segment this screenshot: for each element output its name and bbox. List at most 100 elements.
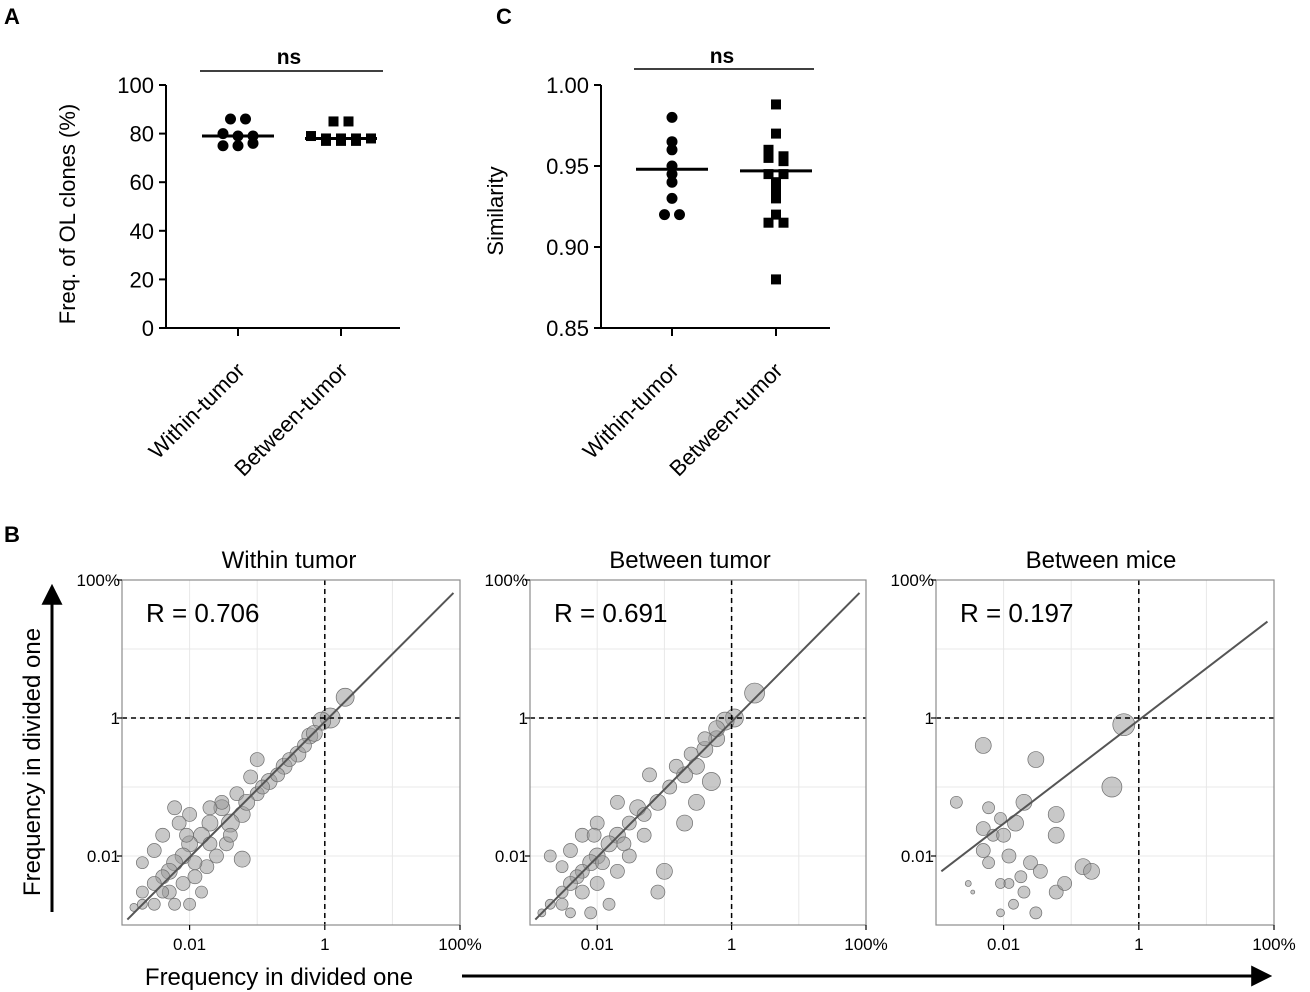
bubble-point	[202, 836, 218, 852]
panel-b-between-tumor-plot: Between tumor R = 0.691 0.01 1 100% 0.01 1 100%	[485, 547, 888, 954]
bubble-point	[642, 767, 657, 783]
bubble-point	[238, 793, 256, 811]
bubble-point	[589, 815, 605, 831]
data-point-circle	[666, 168, 678, 180]
panel-a-y-ticks: 0 20 40 60 80 100	[117, 73, 166, 341]
bubble-point	[175, 876, 191, 891]
bubble-point	[563, 843, 578, 858]
fit-line	[940, 620, 1269, 873]
x-tick-label: 100%	[438, 935, 481, 954]
data-point-square	[328, 116, 339, 127]
panel-letter-c: C	[496, 4, 512, 29]
data-point-square	[763, 144, 774, 155]
bubble-point	[182, 807, 197, 822]
bubble-point	[543, 849, 557, 863]
bubble-point	[602, 897, 616, 911]
y-tick-label: 1	[111, 709, 120, 728]
bubble-point	[964, 880, 972, 887]
bubble-point	[168, 897, 181, 911]
correlation-label: R = 0.197	[960, 598, 1073, 628]
data-point-circle	[666, 160, 678, 172]
data-point-circle	[666, 144, 678, 156]
bubble-point	[209, 848, 224, 864]
bubble-point	[697, 731, 713, 747]
panel-c-y-ticks: 0.85 0.90 0.95 1.00	[546, 73, 601, 341]
bubble-point	[1027, 751, 1045, 768]
bubble-point	[982, 801, 995, 815]
data-point-square	[763, 217, 774, 228]
bubble-point	[1001, 848, 1017, 864]
bubble-point	[574, 884, 590, 900]
y-tick-label: 0	[142, 316, 154, 341]
plot-frame	[529, 579, 867, 926]
x-tick-label: 0.01	[173, 935, 206, 954]
data-point-square	[771, 99, 781, 110]
bubble-point	[1007, 814, 1024, 832]
data-point-square	[336, 135, 346, 146]
data-point-square	[343, 116, 354, 127]
data-point-square	[321, 135, 331, 146]
bubble-point	[1033, 863, 1048, 879]
subplot-title: Between mice	[1026, 547, 1177, 574]
bubble-point	[282, 752, 297, 767]
bubble-point	[970, 889, 976, 895]
bubble-point	[135, 885, 149, 899]
bubble-point	[171, 815, 187, 831]
bubble-point	[589, 876, 605, 891]
bubble-point	[584, 906, 598, 920]
bubble-point	[586, 827, 602, 843]
data-point-square	[366, 133, 376, 144]
data-point-circle	[666, 176, 678, 188]
bubble-point	[1023, 855, 1038, 871]
y-tick-label: 100%	[485, 571, 528, 590]
bubble-point	[135, 856, 149, 870]
bubble-point	[183, 897, 196, 911]
y-tick-label: 0.01	[901, 847, 934, 866]
bubble-point	[1083, 862, 1100, 880]
data-point-square	[771, 274, 781, 285]
bubble-point	[1014, 870, 1028, 884]
data-point-square	[771, 209, 781, 220]
x-tick-label: Between-tumor	[664, 358, 787, 481]
bubble-point	[1003, 878, 1015, 889]
data-point-circle	[666, 136, 678, 148]
y-tick-label: 100%	[77, 571, 120, 590]
panel-letter-a: A	[4, 4, 20, 29]
bubble-point	[616, 836, 632, 852]
correlation-label: R = 0.706	[146, 598, 259, 628]
bubble-point	[975, 821, 991, 836]
x-tick-label: Within-tumor	[578, 358, 684, 464]
panel-a-y-axis-label: Freq. of OL clones (%)	[55, 104, 80, 324]
data-point-square	[351, 135, 361, 146]
bubble-point	[335, 687, 355, 707]
bubble-point	[156, 885, 170, 899]
data-point-circle	[232, 140, 244, 152]
data-point-circle	[232, 130, 244, 142]
data-point-circle	[247, 137, 259, 149]
bubble-point	[187, 855, 203, 871]
data-point-square	[763, 169, 774, 180]
bubble-point	[650, 884, 666, 900]
bubble-point	[621, 848, 637, 864]
data-point-circle	[666, 192, 678, 204]
data-point-square	[778, 156, 789, 167]
bubble-point	[702, 772, 721, 791]
data-point-circle	[217, 128, 229, 140]
bubble-point	[996, 827, 1011, 843]
bubble-point	[222, 827, 238, 843]
data-point-circle	[666, 111, 678, 123]
panel-c-y-axis-label: Similarity	[483, 166, 508, 255]
correlation-label: R = 0.691	[554, 598, 667, 628]
bubble-point	[1057, 876, 1072, 891]
bubble-point	[975, 843, 991, 858]
bubble-point	[636, 807, 652, 822]
fit-line	[126, 592, 455, 921]
bubble-point	[949, 795, 963, 809]
bubble-point	[129, 903, 139, 912]
bubble-point	[656, 862, 673, 880]
bubble-point	[1008, 898, 1019, 910]
data-point-square	[771, 185, 781, 196]
bubble-point	[994, 812, 1007, 825]
bubble-point	[688, 793, 705, 811]
